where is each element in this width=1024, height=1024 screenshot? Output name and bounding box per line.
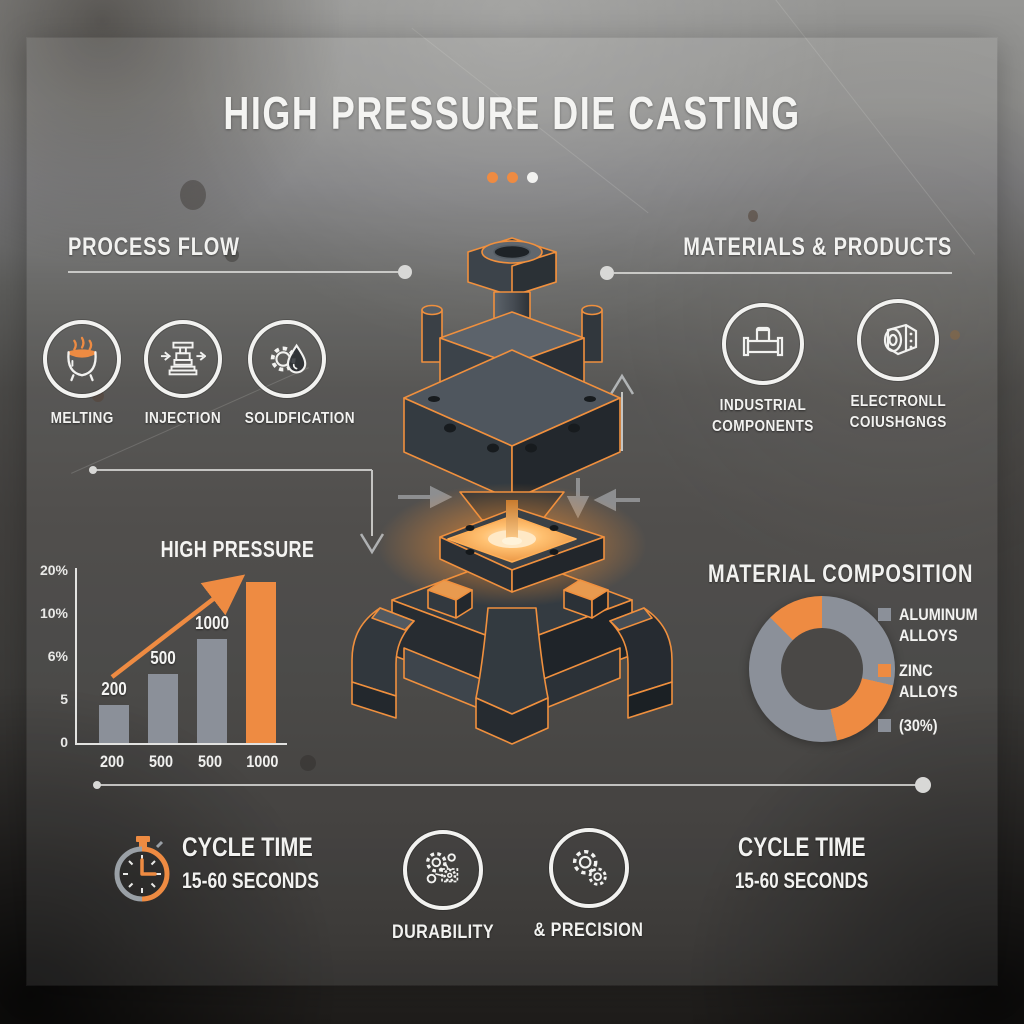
bar-x-label: 200 — [99, 752, 125, 771]
legend-swatch-orange — [878, 663, 891, 677]
bar-500: 500 — [148, 648, 178, 743]
legend-item-percent: (30%) — [878, 715, 992, 736]
bar-value-label: 200 — [101, 679, 127, 699]
header: HIGH PRESSURE DIE CASTING — [0, 86, 1024, 140]
cycle-time-left-title: CYCLE TIME — [182, 832, 313, 862]
step-label-injection: INJECTION — [144, 410, 222, 427]
cycle-time-right: CYCLE TIME 15-60 SECONDS — [712, 832, 892, 894]
legend-zinc-line2: ALLOYS — [899, 681, 958, 701]
industrial-label-line2: COMPONENTS — [712, 417, 814, 435]
stopwatch-icon — [114, 836, 170, 902]
precision-ring — [549, 828, 629, 908]
legend-percent-line1: (30%) — [899, 716, 938, 735]
step-label-melting: MELTING — [50, 410, 114, 427]
bar-chart-title: HIGH PRESSURE — [160, 536, 314, 562]
donut-ring — [749, 596, 895, 742]
bar-chart-x-axis-labels: 200 500 500 1000 — [75, 752, 287, 772]
solidification-ring — [248, 320, 326, 398]
process-step-melting: MELTING — [32, 320, 132, 430]
injection-ring — [144, 320, 222, 398]
dot-orange — [486, 172, 498, 183]
legend-item-zinc: ZINC ALLOYS — [878, 660, 992, 703]
cycle-time-left: CYCLE TIME 15-60 SECONDS — [182, 832, 353, 894]
legend-zinc-line1: ZINC — [899, 660, 933, 680]
die-casting-machine-illustration — [351, 237, 673, 745]
bar-x-label: 500 — [197, 752, 223, 771]
title-divider-dots — [0, 172, 1024, 183]
bar-x-label: 500 — [148, 752, 174, 771]
ytick: 10% — [39, 605, 68, 621]
bar-chart-plot-area: 200 500 1000 — [75, 568, 287, 745]
durability-ring — [403, 830, 483, 910]
precision-label: & PRECISION — [534, 920, 644, 941]
bar-500: 1000 — [195, 613, 229, 743]
legend-swatch-gray — [878, 608, 891, 621]
legend-aluminum-line1: ALUMINUM — [899, 605, 978, 624]
cycle-time-right-subtitle: 15-60 SECONDS — [735, 868, 869, 893]
electronic-label-line2: COIUSHGNGS — [849, 413, 947, 431]
dot-white — [526, 172, 538, 183]
bar-1000 — [246, 582, 276, 743]
industrial-components-ring — [722, 303, 804, 385]
legend-aluminum-line2: ALLOYS — [899, 626, 958, 646]
donut-title: MATERIAL COMPOSITION — [708, 560, 974, 588]
dot-orange — [506, 172, 518, 183]
bar-chart-y-axis-labels: 20% 10% 6% 5 0 — [40, 562, 68, 750]
cycle-time-right-title: CYCLE TIME — [738, 832, 866, 862]
bar-200: 200 — [99, 679, 129, 743]
process-step-injection: INJECTION — [133, 320, 233, 430]
industrial-label-line1: INDUSTRIAL — [719, 397, 807, 414]
process-step-solidification: SOLIDFICATION — [235, 320, 355, 430]
ytick: 6% — [47, 648, 68, 664]
legend-swatch-gray2 — [878, 719, 891, 732]
injection-press-icon — [160, 341, 206, 376]
step-label-solidification: SOLIDFICATION — [244, 410, 356, 427]
solidification-gear-droplet-icon — [270, 343, 307, 374]
materials-products-heading: MATERIALS & PRODUCTS — [683, 233, 952, 261]
melting-ring — [43, 320, 121, 398]
material-item-electronic: ELECTRONLL COIUSHGNGS — [838, 299, 958, 434]
melting-crucible-icon — [67, 336, 97, 382]
donut-legend: ALUMINUM ALLOYS ZINC ALLOYS (30%) — [878, 604, 992, 736]
feature-precision: & PRECISION — [522, 828, 656, 944]
bar-x-label: 1000 — [246, 752, 279, 771]
durability-label: DURABILITY — [392, 922, 495, 943]
ytick: 0 — [60, 734, 68, 750]
bar-value-label: 500 — [150, 648, 176, 668]
motor-housing-icon — [883, 323, 918, 356]
electronic-housings-ring — [857, 299, 939, 381]
precision-gears-icon — [572, 849, 607, 886]
pressure-bar-chart: HIGH PRESSURE 20% 10% 6% 5 0 200 500 1000 … — [40, 528, 313, 790]
durability-gears-icon — [426, 852, 459, 884]
pipe-fitting-icon — [742, 326, 784, 357]
feature-durability: DURABILITY — [383, 830, 503, 946]
material-item-industrial: INDUSTRIAL COMPONENTS — [703, 303, 823, 438]
material-composition-chart: MATERIAL COMPOSITION ALUMINUM ALLOYS ZIN… — [700, 552, 1000, 787]
electronic-label-line1: ELECTRONLL — [850, 393, 946, 410]
ytick: 20% — [39, 562, 68, 578]
legend-item-aluminum: ALUMINUM ALLOYS — [878, 604, 992, 647]
process-flow-heading: PROCESS FLOW — [68, 233, 240, 261]
cycle-time-left-subtitle: 15-60 SECONDS — [182, 868, 319, 893]
ytick: 5 — [60, 691, 68, 707]
page-title: HIGH PRESSURE DIE CASTING — [223, 87, 801, 139]
bar-value-label: 1000 — [194, 613, 230, 633]
